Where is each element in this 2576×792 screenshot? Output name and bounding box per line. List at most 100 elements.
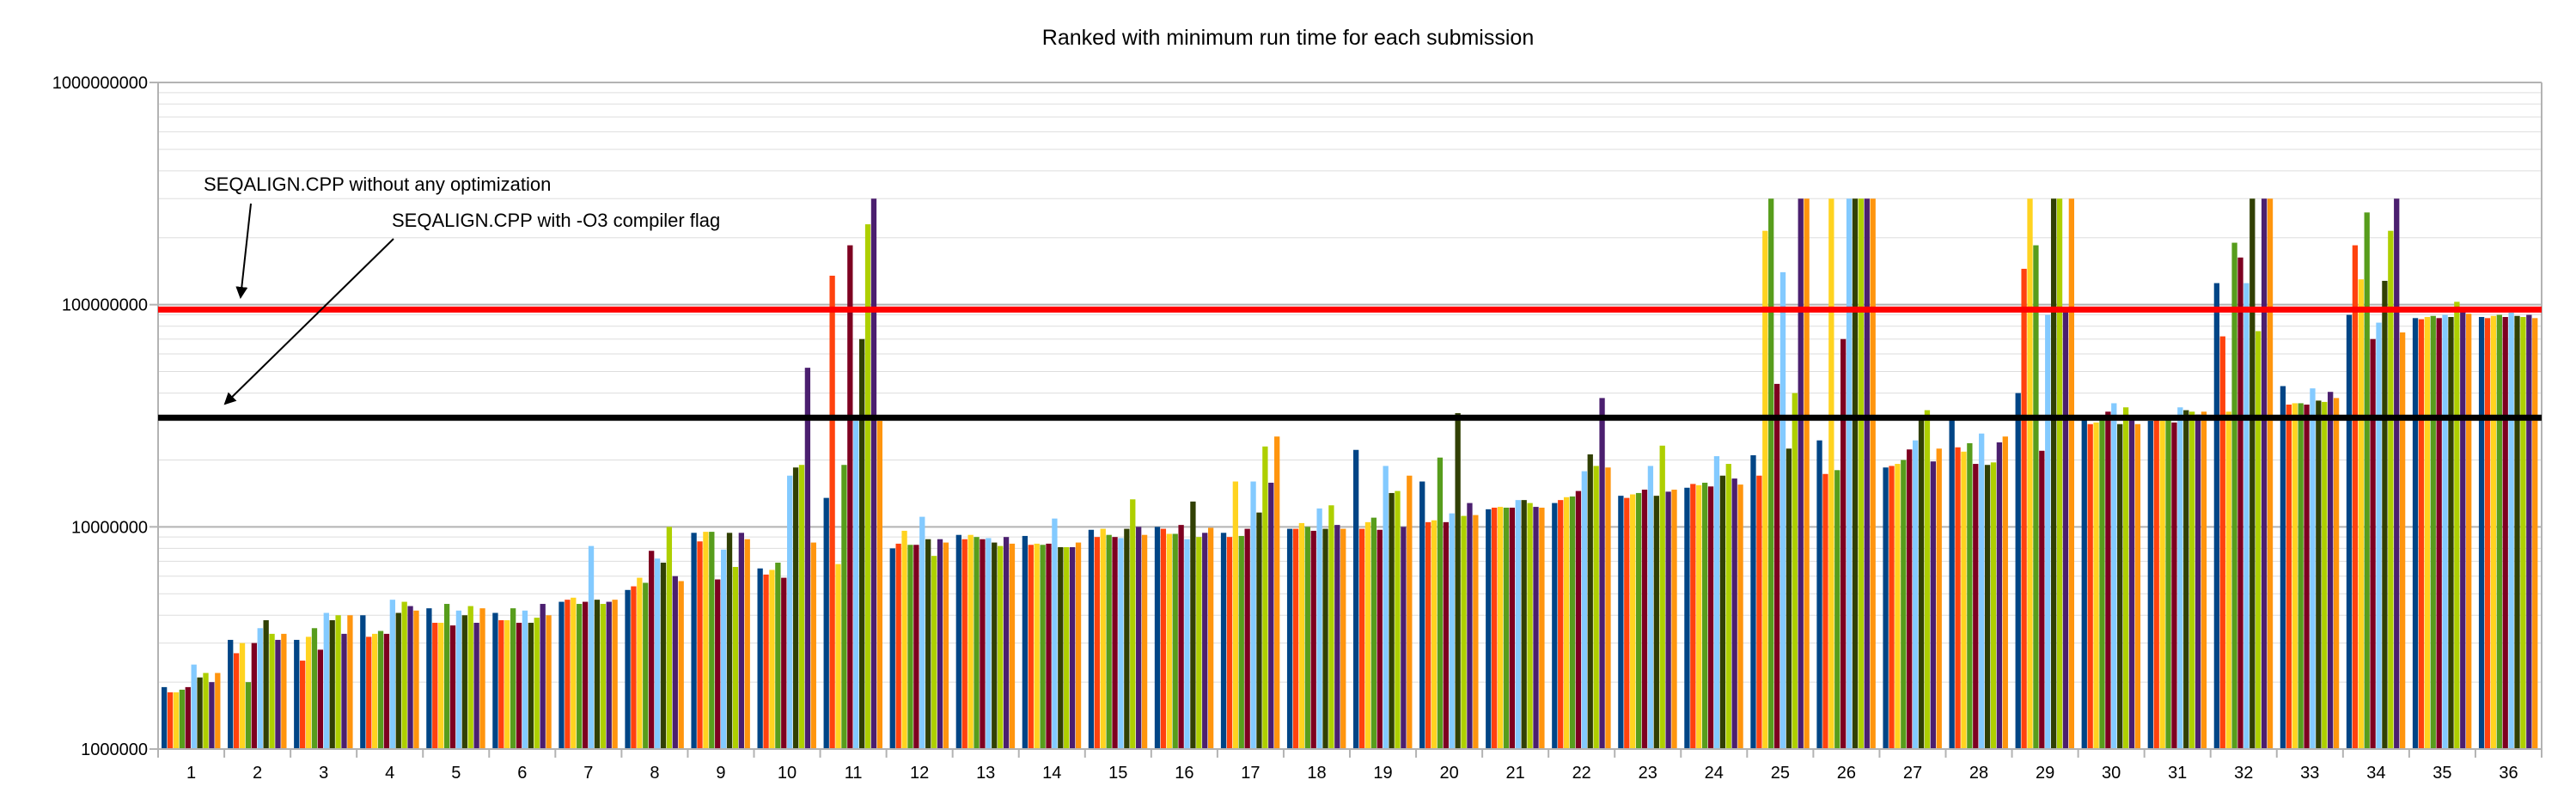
bar — [2183, 410, 2189, 749]
bar — [1804, 198, 1810, 750]
bar — [2021, 268, 2027, 749]
bar — [980, 539, 986, 749]
bar — [1967, 442, 1973, 749]
bar — [389, 600, 395, 749]
bar — [2382, 280, 2388, 749]
bar — [1779, 271, 1786, 749]
bar — [323, 612, 329, 749]
x-tick-label: 22 — [1572, 764, 1591, 783]
bar — [1467, 503, 1473, 749]
bar — [1930, 461, 1936, 749]
bar — [1202, 533, 1208, 749]
bar — [1064, 547, 1070, 749]
bar — [492, 612, 498, 749]
bar — [2418, 319, 2425, 749]
bar — [347, 615, 353, 749]
bar — [600, 604, 606, 749]
bar — [2508, 313, 2514, 749]
bar — [245, 682, 252, 749]
axis-labels: 1 2 3 4 5 6 7 8 9 10 11 12 13 14 15 16 17 18 19 20 21 22 23 24 2… — [52, 74, 2518, 783]
bar — [443, 604, 450, 749]
bar — [401, 601, 407, 749]
bar — [1889, 466, 1895, 749]
bar — [2466, 314, 2472, 749]
bar — [1058, 547, 1064, 749]
bar — [2093, 422, 2099, 749]
bar — [744, 539, 750, 749]
bar — [1274, 436, 1280, 749]
bar — [275, 639, 281, 749]
bar — [2454, 302, 2460, 750]
bar — [1401, 527, 1407, 749]
x-tick-label: 9 — [716, 764, 725, 783]
bar — [841, 465, 847, 749]
x-tick-label: 10 — [778, 764, 797, 783]
bar — [1785, 448, 1792, 749]
bar — [1901, 460, 1907, 749]
bar — [2388, 230, 2394, 749]
x-tick-label: 20 — [1439, 764, 1458, 783]
bar — [263, 620, 269, 749]
bar — [1322, 528, 1328, 749]
bar — [2219, 336, 2225, 749]
x-tick-label: 11 — [845, 764, 863, 783]
bar — [763, 574, 769, 749]
bar — [1527, 503, 1533, 749]
bar — [697, 541, 703, 749]
bar — [1473, 515, 1479, 749]
bar — [1979, 433, 1985, 749]
bar — [1407, 475, 1413, 749]
bar — [2050, 198, 2057, 750]
bar — [1737, 484, 1743, 749]
bar — [1130, 499, 1136, 749]
bar — [504, 620, 510, 749]
bar — [1828, 198, 1834, 750]
bar — [1924, 410, 1931, 749]
bar — [919, 516, 925, 749]
bar — [432, 623, 438, 749]
bar — [606, 601, 612, 749]
bar — [438, 623, 444, 749]
bar — [992, 542, 998, 749]
bar — [1822, 473, 1828, 749]
bar — [1840, 338, 1847, 749]
bar — [1492, 507, 1498, 749]
x-tick-label: 32 — [2234, 764, 2253, 783]
bar — [1509, 507, 1516, 749]
bar — [1009, 543, 1016, 749]
bar — [2304, 405, 2310, 749]
bar — [1262, 446, 1268, 749]
x-tick-label: 15 — [1108, 764, 1127, 783]
bar — [407, 606, 413, 749]
bar — [1141, 534, 1148, 749]
bar — [792, 467, 799, 749]
bar — [479, 608, 485, 749]
bar — [1268, 482, 1274, 749]
bar — [1364, 521, 1371, 749]
x-tick-label: 6 — [517, 764, 527, 783]
bar — [1798, 198, 1804, 750]
bars — [162, 198, 2538, 750]
bar — [1593, 466, 1599, 749]
x-tick-label: 21 — [1506, 764, 1525, 783]
bar — [1358, 528, 1365, 749]
bar — [2460, 310, 2466, 749]
x-tick-label: 4 — [385, 764, 394, 783]
bar — [2436, 318, 2442, 749]
bar — [173, 691, 180, 749]
bar — [1552, 503, 1558, 749]
x-tick-label: 30 — [2102, 764, 2121, 783]
bar — [1088, 529, 1095, 749]
bar — [179, 689, 186, 749]
bar — [1858, 198, 1865, 750]
bar — [1328, 505, 1334, 749]
bar — [1256, 512, 1262, 749]
bar — [961, 539, 968, 749]
annotation-no-opt-arrow — [235, 203, 252, 299]
bar — [1587, 454, 1593, 749]
bar — [678, 581, 684, 749]
bar — [1515, 500, 1521, 749]
bar — [1750, 454, 1756, 749]
x-tick-label: 26 — [1837, 764, 1856, 783]
